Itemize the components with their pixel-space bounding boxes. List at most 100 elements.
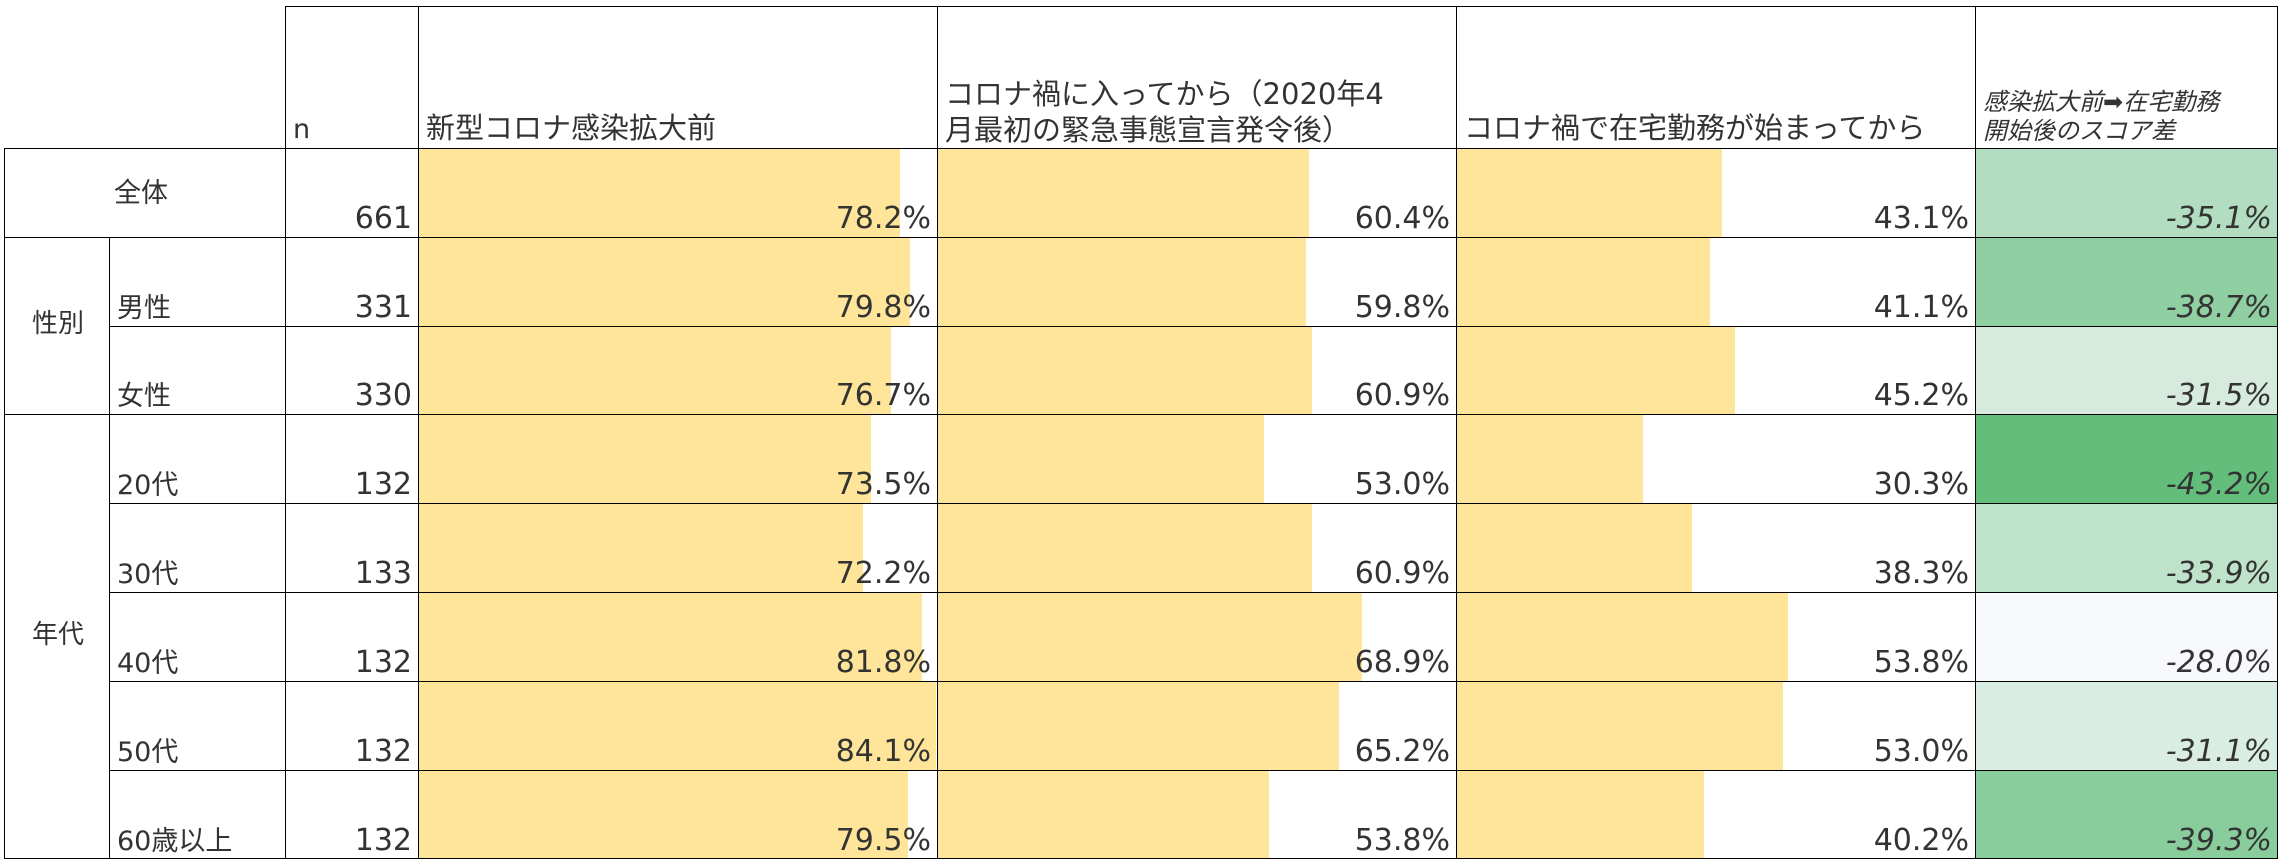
wfh-value: 38.3% bbox=[1873, 556, 1969, 591]
covid-value: 65.2% bbox=[1354, 734, 1450, 769]
covid-cell: 53.0% bbox=[937, 414, 1456, 503]
before-bar bbox=[419, 327, 891, 414]
before-cell: 72.2% bbox=[418, 503, 937, 592]
before-value: 72.2% bbox=[835, 556, 931, 591]
n-cell: 331 bbox=[285, 237, 418, 326]
before-cell: 81.8% bbox=[418, 592, 937, 681]
header-diff-line2: 開始後のスコア差 bbox=[1983, 117, 2175, 145]
grid-vline bbox=[4, 148, 5, 859]
n-cell: 132 bbox=[285, 770, 418, 859]
before-value: 73.5% bbox=[835, 467, 931, 502]
wfh-cell: 40.2% bbox=[1456, 770, 1975, 859]
covid-cell: 59.8% bbox=[937, 237, 1456, 326]
wfh-bar bbox=[1457, 327, 1735, 414]
n-cell: 330 bbox=[285, 326, 418, 414]
covid-cell: 60.9% bbox=[937, 503, 1456, 592]
row-label: 30代 bbox=[117, 559, 179, 590]
wfh-bar bbox=[1457, 149, 1722, 237]
wfh-cell: 41.1% bbox=[1456, 237, 1975, 326]
before-cell: 84.1% bbox=[418, 681, 937, 770]
diff-cell: -31.1% bbox=[1975, 681, 2278, 770]
wfh-cell: 53.8% bbox=[1456, 592, 1975, 681]
header-covid: コロナ禍に入ってから（2020年4 月最初の緊急事態宣言発令後） bbox=[945, 76, 1384, 148]
row-label-cell: 50代 bbox=[109, 681, 285, 770]
before-bar bbox=[419, 149, 900, 237]
wfh-value: 30.3% bbox=[1873, 467, 1969, 502]
row-label: 女性 bbox=[117, 381, 171, 412]
header-n-cell: n bbox=[285, 6, 385, 148]
diff-cell: -39.3% bbox=[1975, 770, 2278, 859]
before-cell: 79.8% bbox=[418, 237, 937, 326]
n-value: 132 bbox=[354, 467, 412, 502]
covid-value: 53.0% bbox=[1354, 467, 1450, 502]
grid-vline bbox=[1456, 6, 1457, 859]
n-value: 132 bbox=[354, 645, 412, 680]
diff-value: -38.7% bbox=[2165, 290, 2272, 325]
n-cell: 133 bbox=[285, 503, 418, 592]
header-n: n bbox=[293, 114, 311, 145]
grid-hline bbox=[109, 770, 2278, 771]
group-label-sex: 性別 bbox=[32, 309, 85, 339]
covid-bar bbox=[938, 682, 1339, 770]
before-value: 76.7% bbox=[835, 378, 931, 413]
covid-value: 68.9% bbox=[1354, 645, 1450, 680]
wfh-cell: 43.1% bbox=[1456, 148, 1975, 237]
row-label-cell: 全体 bbox=[4, 148, 285, 237]
wfh-bar bbox=[1457, 238, 1710, 326]
before-cell: 79.5% bbox=[418, 770, 937, 859]
grid-vline bbox=[418, 6, 419, 859]
row-label: 50代 bbox=[117, 737, 179, 768]
diff-cell: -35.1% bbox=[1975, 148, 2278, 237]
n-cell: 132 bbox=[285, 592, 418, 681]
before-cell: 78.2% bbox=[418, 148, 937, 237]
header-diff-line1: 感染拡大前➡在宅勤務 bbox=[1983, 88, 2220, 116]
before-cell: 76.7% bbox=[418, 326, 937, 414]
before-bar bbox=[419, 593, 922, 681]
covid-cell: 53.8% bbox=[937, 770, 1456, 859]
wfh-cell: 45.2% bbox=[1456, 326, 1975, 414]
n-cell: 132 bbox=[285, 414, 418, 503]
covid-cell: 65.2% bbox=[937, 681, 1456, 770]
wfh-bar bbox=[1457, 593, 1788, 681]
n-value: 133 bbox=[354, 556, 412, 591]
covid-bar bbox=[938, 238, 1306, 326]
row-label-cell: 男性 bbox=[109, 237, 285, 326]
header-covid-line1: コロナ禍に入ってから（2020年4 bbox=[945, 77, 1384, 111]
diff-value: -39.3% bbox=[2165, 823, 2272, 858]
wfh-value: 45.2% bbox=[1873, 378, 1969, 413]
covid-bar bbox=[938, 771, 1269, 859]
covid-value: 60.9% bbox=[1354, 556, 1450, 591]
header-covid-line2: 月最初の緊急事態宣言発令後） bbox=[945, 113, 1352, 147]
row-label: 男性 bbox=[117, 293, 171, 324]
row-label: 60歳以上 bbox=[117, 826, 233, 857]
wfh-cell: 38.3% bbox=[1456, 503, 1975, 592]
diff-value: -35.1% bbox=[2165, 201, 2272, 236]
diff-cell: -43.2% bbox=[1975, 414, 2278, 503]
wfh-value: 40.2% bbox=[1873, 823, 1969, 858]
grid-hline bbox=[109, 503, 2278, 504]
grid-vline bbox=[2277, 6, 2278, 859]
grid-hline bbox=[109, 592, 2278, 593]
diff-value: -43.2% bbox=[2165, 467, 2272, 502]
row-label-cell: 40代 bbox=[109, 592, 285, 681]
covid-cell: 68.9% bbox=[937, 592, 1456, 681]
diff-value: -28.0% bbox=[2165, 645, 2272, 680]
header-wfh-cell: コロナ禍で在宅勤務が始まってから bbox=[1456, 6, 1976, 148]
diff-value: -31.5% bbox=[2165, 378, 2272, 413]
n-value: 132 bbox=[354, 734, 412, 769]
grid-vline bbox=[1975, 6, 1976, 859]
grid-vline bbox=[937, 6, 938, 859]
row-label-cell: 30代 bbox=[109, 503, 285, 592]
grid-hline bbox=[109, 681, 2278, 682]
before-value: 78.2% bbox=[835, 201, 931, 236]
grid-hline bbox=[285, 6, 2278, 7]
diff-cell: -38.7% bbox=[1975, 237, 2278, 326]
row-label-cell: 女性 bbox=[109, 326, 285, 414]
n-cell: 661 bbox=[285, 148, 418, 237]
grid-vline bbox=[109, 237, 110, 859]
header-before: 新型コロナ感染拡大前 bbox=[426, 111, 717, 145]
n-value: 661 bbox=[354, 201, 412, 236]
covid-bar bbox=[938, 415, 1264, 503]
row-label: 全体 bbox=[114, 178, 168, 209]
wfh-bar bbox=[1457, 504, 1692, 592]
